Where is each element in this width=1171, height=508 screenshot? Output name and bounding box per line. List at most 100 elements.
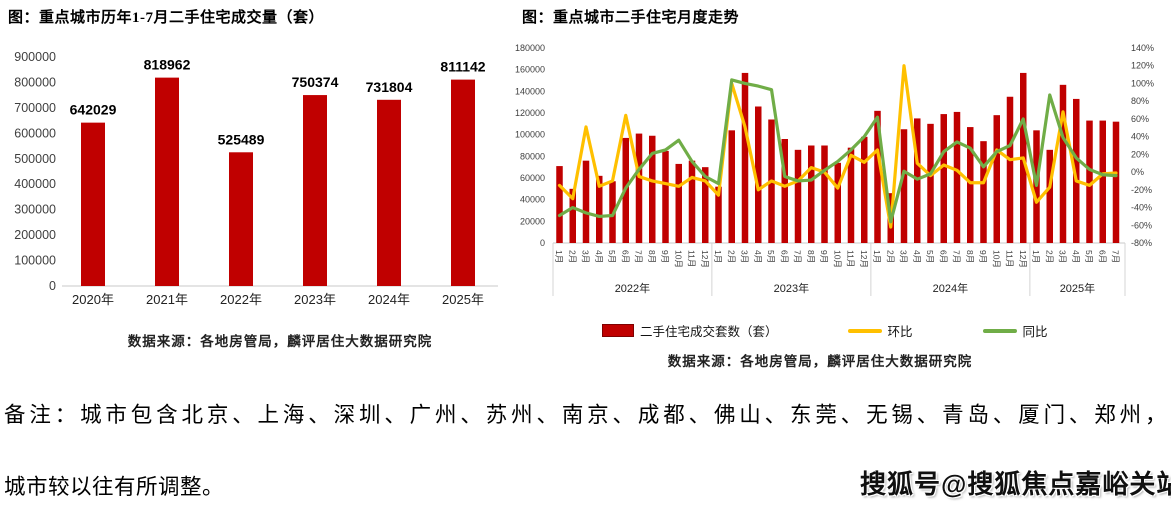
right-chart-right-tick: -20% — [1131, 185, 1152, 195]
right-chart-left-tick: 140000 — [515, 86, 545, 96]
month-bar — [662, 150, 669, 243]
right-chart-left-tick: 180000 — [515, 43, 545, 53]
left-y-tick: 600000 — [14, 126, 56, 140]
month-label: 8月 — [806, 250, 816, 263]
month-label: 1月 — [713, 250, 723, 263]
month-label: 10月 — [991, 250, 1001, 268]
month-bar — [702, 167, 709, 243]
legend-item-yoy: 同比 — [982, 321, 1048, 340]
month-label: 6月 — [779, 250, 789, 263]
month-label: 3月 — [581, 250, 591, 263]
x-axis-label: 2020年 — [72, 292, 114, 307]
left-y-tick: 0 — [49, 279, 56, 293]
right-chart-left-tick: 160000 — [515, 65, 545, 75]
month-label: 1月 — [1031, 250, 1041, 263]
x-axis-label: 2025年 — [442, 292, 484, 307]
month-label: 3月 — [1058, 250, 1068, 263]
month-bar — [1073, 98, 1080, 244]
month-label: 4月 — [1071, 250, 1081, 263]
month-label: 3月 — [899, 250, 909, 263]
year-group-label: 2022年 — [615, 281, 650, 295]
bar-value-label: 811142 — [440, 59, 485, 75]
month-label: 2月 — [726, 250, 736, 263]
month-bar — [635, 133, 643, 243]
month-bar — [900, 129, 908, 243]
month-bar — [569, 188, 576, 243]
right-combo-chart: 0 20000 40000 60000 80000 100000 120000 140000 1… — [515, 43, 1154, 296]
month-bar — [556, 166, 563, 243]
right-chart-left-tick: 120000 — [515, 108, 545, 118]
bar-value-label: 750374 — [292, 74, 339, 90]
month-bar — [596, 175, 603, 243]
month-label: 8月 — [647, 250, 657, 263]
month-bar — [940, 114, 947, 243]
month-label: 2月 — [885, 250, 895, 263]
year-bar — [451, 79, 475, 286]
left-y-tick: 900000 — [14, 50, 56, 64]
year-bar — [155, 77, 179, 287]
left-chart-title: 图：重点城市历年1-7月二手住宅成交量（套） — [8, 10, 324, 26]
yoy-line-swatch — [982, 328, 1017, 333]
year-group-label: 2023年 — [774, 281, 809, 295]
month-bar — [649, 135, 656, 243]
bar-value-label: 731804 — [366, 79, 413, 95]
month-bar — [1086, 120, 1093, 243]
note-line-1: 备注：城市包含北京、上海、深圳、广州、苏州、南京、成都、佛山、东莞、无锡、青岛、… — [4, 403, 1167, 427]
month-label: 7月 — [634, 250, 644, 263]
month-bar — [715, 186, 722, 243]
month-label: 1月 — [554, 250, 564, 263]
month-bar — [874, 110, 881, 243]
yoy-line — [557, 78, 1118, 224]
right-chart-left-tick: 100000 — [515, 130, 545, 140]
month-label: 12月 — [859, 250, 869, 268]
month-bar — [967, 127, 974, 243]
month-label: 4月 — [594, 250, 604, 263]
month-bar — [728, 130, 735, 243]
month-bar — [980, 141, 987, 243]
month-label: 12月 — [700, 250, 710, 268]
month-label: 11月 — [687, 250, 697, 267]
bar-value-label: 818962 — [144, 57, 191, 73]
month-bar — [1099, 120, 1106, 243]
left-y-tick: 200000 — [14, 228, 56, 242]
month-label: 6月 — [620, 250, 630, 263]
month-label: 3月 — [740, 250, 750, 263]
right-chart-right-tick: 80% — [1131, 96, 1149, 106]
legend-label-bars: 二手住宅成交套数（套） — [640, 325, 778, 339]
right-chart-right-tick: 100% — [1131, 78, 1154, 88]
right-chart-source: 数据来源：各地房管局，麟评居住大数据研究院 — [667, 354, 973, 369]
right-chart-right-tick: 140% — [1131, 43, 1154, 53]
left-chart-source: 数据来源：各地房管局，麟评居住大数据研究院 — [127, 334, 433, 349]
month-label: 1月 — [872, 250, 882, 263]
year-group-label: 2024年 — [933, 281, 968, 295]
mom-line-swatch — [847, 328, 882, 333]
right-chart-right-tick: 120% — [1131, 61, 1154, 71]
right-chart-left-tick: 20000 — [520, 216, 545, 226]
left-bar-chart: 0 100000 200000 300000 400000 500000 600000 700… — [14, 50, 498, 307]
month-label: 11月 — [846, 250, 856, 267]
right-chart-title: 图：重点城市二手住宅月度走势 — [522, 10, 740, 26]
right-chart-right-tick: 20% — [1131, 149, 1149, 159]
month-bar — [927, 123, 934, 243]
month-bar — [1046, 149, 1053, 243]
bar-value-label: 642029 — [70, 102, 117, 118]
left-y-tick: 100000 — [14, 254, 56, 268]
month-bar — [993, 115, 1000, 243]
month-label: 11月 — [1005, 250, 1015, 267]
month-bar — [834, 162, 841, 243]
month-bar — [821, 145, 828, 243]
month-bar — [794, 149, 802, 243]
x-axis-label: 2022年 — [220, 292, 262, 307]
left-y-tick: 300000 — [14, 203, 56, 217]
x-axis-label: 2023年 — [294, 292, 336, 307]
month-label: 2月 — [1044, 250, 1054, 263]
month-bar — [688, 160, 696, 243]
right-chart-right-tick: -80% — [1131, 238, 1152, 248]
bar-series-swatch — [602, 324, 634, 337]
right-chart-left-tick: 60000 — [520, 173, 545, 183]
year-bar — [81, 122, 105, 287]
month-bar — [741, 72, 749, 243]
legend-label-yoy: 同比 — [1022, 325, 1048, 339]
month-bar — [1112, 121, 1120, 243]
